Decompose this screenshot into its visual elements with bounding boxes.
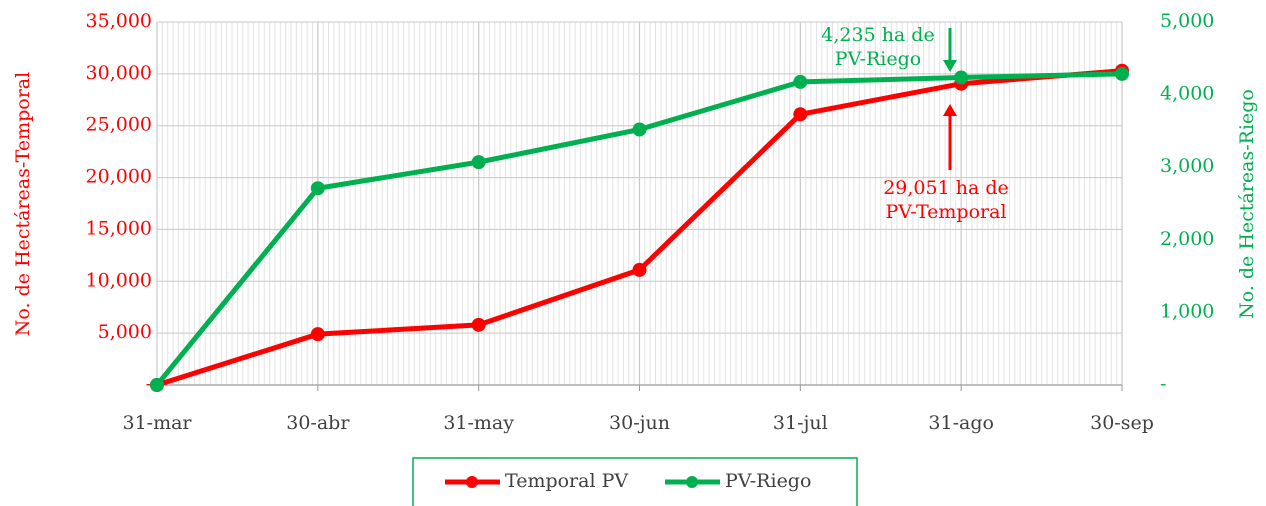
x-tick-label: 31-may <box>443 412 514 434</box>
legend-marker <box>466 476 478 488</box>
y2-tick-label: - <box>1160 373 1166 395</box>
data-point <box>310 181 325 196</box>
x-tick-label: 31-jul <box>773 412 828 434</box>
data-point <box>632 262 647 277</box>
x-tick-label: 30-abr <box>286 412 350 434</box>
annotation-text: PV-Riego <box>835 48 921 70</box>
y2-tick-label: 5,000 <box>1160 10 1214 32</box>
legend-label: Temporal PV <box>505 470 628 492</box>
x-tick-label: 31-ago <box>928 412 994 434</box>
x-tick-label: 30-sep <box>1090 412 1154 434</box>
y-tick-label: 5,000 <box>98 321 152 343</box>
y-tick-label: - <box>146 373 152 395</box>
legend-label: PV-Riego <box>725 470 811 492</box>
data-point <box>471 317 486 332</box>
annotation-arrowhead <box>943 104 957 116</box>
data-point <box>150 378 164 392</box>
y2-tick-label: 2,000 <box>1160 228 1214 250</box>
y-tick-label: 25,000 <box>86 114 152 136</box>
data-point <box>1115 66 1129 81</box>
x-tick-label: 31-mar <box>122 412 192 434</box>
data-point <box>793 107 808 122</box>
y-tick-label: 35,000 <box>86 10 152 32</box>
y-tick-label: 20,000 <box>86 166 152 188</box>
y-tick-label: 10,000 <box>86 269 152 291</box>
y-axis-label: No. de Hectáreas-Temporal <box>12 72 34 336</box>
annotation-text: PV-Temporal <box>885 201 1006 223</box>
y2-tick-label: 4,000 <box>1160 83 1214 105</box>
annotation-text: 4,235 ha de <box>821 24 934 46</box>
annotation-text: 29,051 ha de <box>883 177 1009 199</box>
data-point <box>954 70 969 85</box>
y-tick-label: 15,000 <box>86 217 152 239</box>
y2-tick-label: 1,000 <box>1160 300 1214 322</box>
y2-tick-label: 3,000 <box>1160 155 1214 177</box>
y-tick-label: 30,000 <box>86 62 152 84</box>
data-point <box>632 122 647 137</box>
data-point <box>310 327 325 342</box>
x-tick-label: 30-jun <box>609 412 670 434</box>
y2-axis-label: No. de Hectáreas-Riego <box>1236 89 1258 319</box>
annotation-arrowhead <box>943 60 957 72</box>
data-point <box>471 155 486 170</box>
legend-marker <box>686 476 698 488</box>
data-point <box>793 74 808 89</box>
